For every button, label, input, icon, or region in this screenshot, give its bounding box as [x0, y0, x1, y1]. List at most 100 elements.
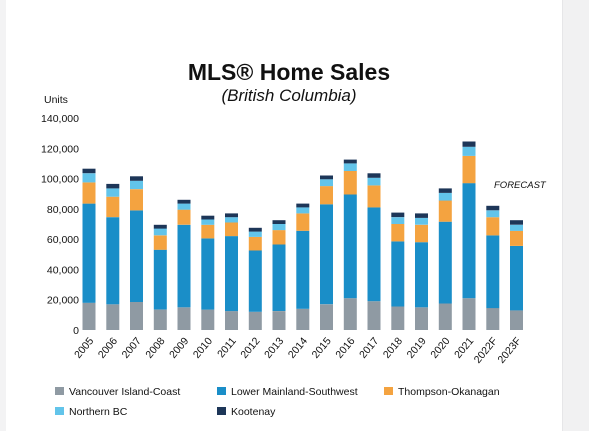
bar-segment: [462, 155, 476, 184]
bar-segment: [82, 302, 96, 330]
bar-segment: [343, 171, 357, 195]
bar-segment: [510, 246, 523, 311]
bar-segment: [225, 311, 238, 330]
bar-segment: [130, 302, 143, 330]
bar-segment: [438, 221, 452, 304]
bar-segment: [248, 227, 262, 232]
x-tick-label: 2012: [238, 335, 262, 361]
bar-segment: [82, 168, 96, 174]
bar-segment: [130, 210, 143, 302]
bar-segment: [415, 224, 428, 243]
legend-swatch: [384, 387, 393, 395]
bar-segment: [486, 205, 500, 211]
x-tick-label: 2019: [405, 335, 429, 361]
bar-segment: [415, 217, 428, 225]
bar-segment: [296, 230, 310, 309]
x-tick-label: 2017: [357, 335, 381, 361]
bar-segment: [106, 304, 120, 330]
bar-segment: [462, 141, 476, 147]
x-tick-label: 2009: [167, 335, 191, 361]
bar-segment: [367, 177, 381, 186]
bar-segment: [82, 203, 96, 303]
bar-segment: [486, 235, 500, 309]
legend-label: Kootenay: [231, 406, 276, 418]
bar-segment: [367, 301, 381, 330]
bar-segment: [82, 182, 96, 204]
bar-segment: [248, 250, 262, 312]
bar-segment: [438, 188, 452, 193]
bar-segment: [153, 228, 167, 236]
bar-segment: [106, 188, 120, 197]
bar-segment: [272, 311, 286, 330]
bar-segment: [177, 209, 191, 225]
bar-segment: [296, 213, 310, 231]
legend-label: Thompson-Okanagan: [398, 386, 500, 398]
bar-segment: [153, 249, 167, 310]
bar-segment: [201, 309, 215, 330]
x-tick-label: 2013: [262, 335, 286, 361]
x-tick-label: 2018: [381, 335, 405, 361]
x-tick-label: 2007: [120, 335, 144, 361]
bar-segment: [130, 189, 143, 211]
bar-segment: [486, 210, 500, 218]
legend-label: Northern BC: [69, 406, 128, 418]
x-tick-label: 2020: [428, 335, 452, 361]
bar-segment: [248, 311, 262, 330]
bar-segment: [510, 230, 523, 246]
bar-segment: [367, 173, 381, 178]
bar-segment: [272, 224, 286, 231]
bar-segment: [272, 244, 286, 311]
legend-swatch: [55, 387, 64, 395]
bar-segment: [201, 219, 215, 225]
y-axis: 0 20,000 40,000 60,000 80,000 100,000 120,000 1…: [41, 113, 79, 337]
bar-segment: [177, 307, 191, 330]
y-tick-label: 140,000: [41, 113, 79, 125]
bar-segment: [438, 303, 452, 330]
bar-segment: [225, 236, 238, 312]
chart-subtitle: (British Columbia): [221, 86, 356, 105]
x-tick-label: 2023F: [495, 335, 523, 366]
legend-label: Vancouver Island-Coast: [69, 386, 180, 398]
y-axis-label: Units: [44, 94, 68, 106]
forecast-annotation: FORECAST: [494, 180, 547, 191]
x-tick-label: 2011: [215, 335, 239, 360]
bar-segment: [177, 199, 191, 204]
bar-segment: [225, 213, 238, 218]
bar-segment: [343, 194, 357, 299]
bar-segment: [510, 224, 523, 231]
bar-segment: [438, 193, 452, 201]
bar-segment: [320, 304, 333, 330]
bar-segment: [177, 203, 191, 210]
legend-swatch: [217, 387, 226, 395]
bar-segment: [486, 308, 500, 330]
bar-segment: [177, 224, 191, 308]
legend-swatch: [217, 407, 226, 415]
x-tick-label: 2022F: [472, 335, 500, 366]
bar-segment: [272, 220, 286, 224]
bar-segment: [320, 175, 333, 180]
bar-segment: [225, 217, 238, 223]
bar-segment: [343, 163, 357, 171]
bar-segment: [130, 176, 143, 181]
bar-segment: [391, 306, 405, 330]
x-tick-label: 2014: [286, 335, 310, 361]
bar-segment: [343, 159, 357, 164]
bar-segment: [201, 215, 215, 220]
bar-segment: [296, 207, 310, 214]
bar-segment: [248, 236, 262, 251]
bar-segment: [391, 217, 405, 224]
bar-segment: [106, 183, 120, 189]
bar-segment: [272, 230, 286, 245]
x-tick-label: 2006: [96, 335, 120, 361]
bar-segment: [486, 217, 500, 236]
legend: Vancouver Island-Coast Lower Mainland-Sou…: [55, 386, 500, 418]
legend-swatch: [55, 407, 64, 415]
x-tick-label: 2015: [310, 335, 334, 361]
legend-label: Lower Mainland-Southwest: [231, 386, 358, 398]
bar-segment: [367, 207, 381, 302]
bar-segment: [201, 238, 215, 310]
bar-segment: [320, 186, 333, 205]
x-tick-label: 2010: [191, 335, 215, 361]
bar-segment: [367, 185, 381, 208]
